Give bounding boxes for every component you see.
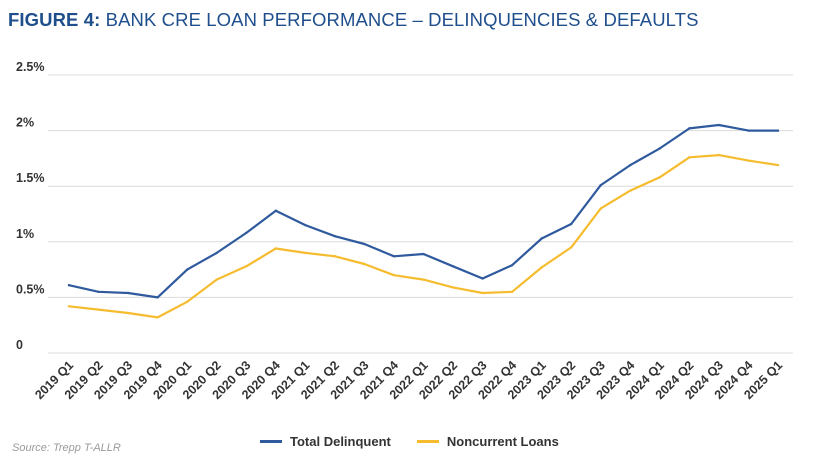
data-point [776, 163, 780, 167]
series-line-noncurrent-loans [67, 154, 780, 319]
legend-swatch-total-delinquent [260, 440, 282, 443]
y-tick-label: 0.5% [16, 282, 45, 296]
data-point [245, 231, 248, 235]
data-point [274, 247, 277, 250]
data-point [629, 163, 632, 167]
data-point [392, 255, 396, 258]
figure-label: FIGURE 4: [8, 9, 101, 30]
data-point [688, 127, 691, 130]
chart-title: FIGURE 4: BANK CRE LOAN PERFORMANCE – DE… [8, 9, 699, 31]
y-tick-label: 1.5% [16, 171, 45, 185]
data-point [599, 183, 602, 187]
data-point [333, 235, 337, 238]
legend-item-total-delinquent: Total Delinquent [260, 434, 391, 449]
data-point [776, 129, 780, 132]
data-point [156, 296, 159, 299]
data-point [481, 291, 484, 295]
data-point [363, 262, 366, 266]
data-point [747, 159, 750, 162]
data-point [97, 290, 100, 294]
data-point [185, 300, 189, 304]
y-tick-label: 2% [16, 116, 34, 130]
data-point [422, 278, 425, 281]
data-point [540, 266, 543, 269]
data-point [658, 176, 662, 179]
legend-label-total-delinquent: Total Delinquent [290, 434, 391, 449]
series-line-total-delinquent [67, 123, 780, 299]
data-point [451, 286, 455, 289]
data-point [245, 265, 248, 268]
data-point [658, 147, 662, 150]
y-tick-label: 1% [16, 227, 34, 241]
data-point [363, 242, 366, 246]
data-point [97, 308, 100, 311]
data-point [67, 305, 71, 308]
data-point [126, 291, 130, 295]
legend-label-noncurrent-loans: Noncurrent Loans [446, 434, 559, 449]
data-point [481, 277, 484, 280]
data-point [570, 246, 573, 249]
data-point [422, 252, 425, 256]
data-point [717, 123, 721, 127]
data-point [304, 223, 307, 227]
source-note: Source: Trepp T-ALLR [12, 442, 121, 454]
data-point [185, 268, 189, 271]
chart-legend: Total Delinquent Noncurrent Loans [260, 434, 585, 449]
chart-title-text: BANK CRE LOAN PERFORMANCE – DELINQUENCIE… [105, 9, 699, 30]
data-point [126, 311, 130, 315]
data-point [333, 255, 337, 258]
y-tick-label: 2.5% [16, 60, 45, 74]
data-point [304, 251, 307, 255]
data-point [510, 263, 514, 267]
data-point [510, 290, 514, 294]
data-point [215, 278, 218, 281]
data-point [570, 222, 573, 226]
data-point [274, 209, 277, 212]
data-point [629, 189, 632, 192]
data-point [599, 207, 602, 210]
data-point [747, 129, 750, 132]
data-point [688, 156, 691, 159]
data-point [540, 237, 543, 240]
data-point [451, 265, 455, 268]
data-point [67, 283, 71, 287]
data-point [215, 251, 218, 255]
data-point [156, 316, 159, 319]
data-point [717, 153, 721, 157]
legend-item-noncurrent-loans: Noncurrent Loans [416, 434, 559, 449]
data-point [392, 273, 396, 277]
y-tick-label: 0 [16, 338, 23, 352]
legend-swatch-noncurrent-loans [416, 440, 439, 443]
